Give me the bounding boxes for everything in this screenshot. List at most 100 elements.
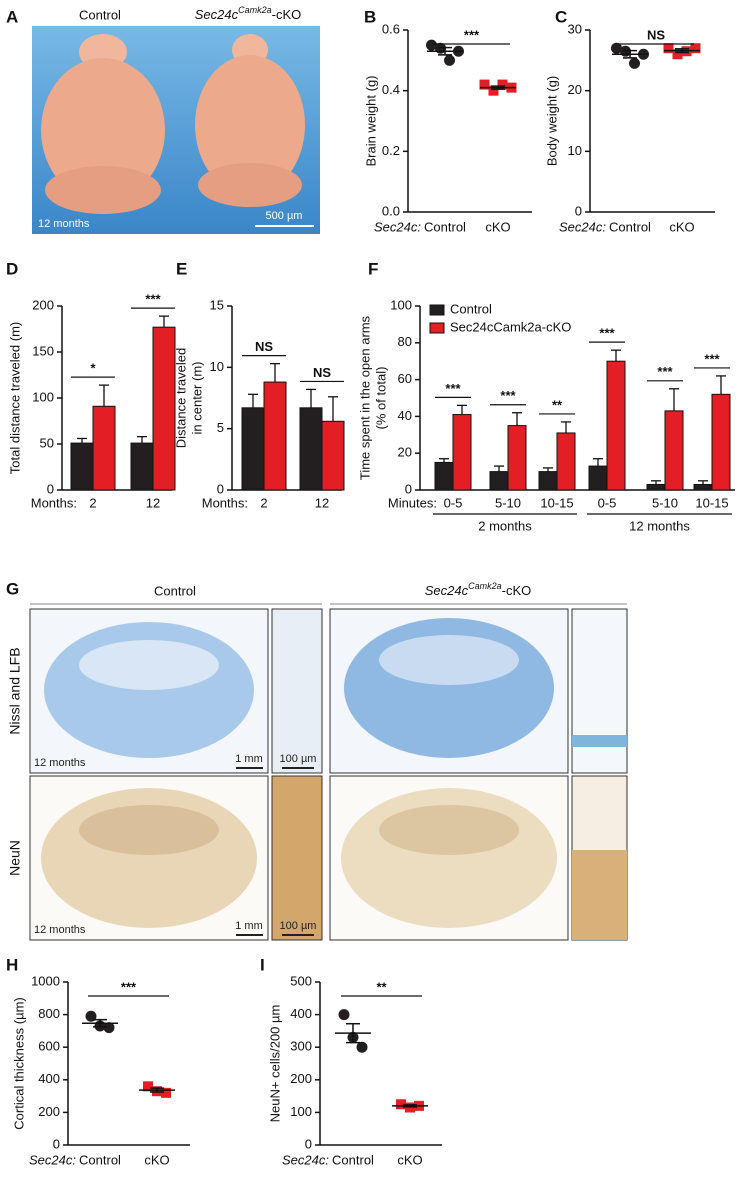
y-tick-label: 800 [38,1006,60,1021]
data-point [611,42,622,54]
x-tick-label: Control [424,219,466,234]
panel-letter: D [6,259,18,278]
x-axis-label: Minutes: [388,495,437,510]
y-tick-label: 20 [398,445,412,460]
y-tick-label: 0.2 [382,143,400,158]
y-tick-label: 80 [398,334,412,349]
y-tick-label: 40 [398,408,412,423]
scale-label: 500 µm [266,210,303,222]
y-axis-label: Distance traveled [173,348,188,448]
legend-swatch [429,322,445,334]
label-part: Sec24c [195,7,239,22]
y-tick-label: 0 [47,481,54,496]
row-label: NeuN [7,840,23,876]
row-label: Nissl and LFB [7,647,23,734]
age-label: 12 months [34,757,86,769]
bar [299,407,323,491]
panel-letter: I [260,955,265,974]
scale-label: 100 µm [280,920,317,932]
column-label: Sec24cCamk2a-cKO [425,581,532,598]
significance-label: *** [145,292,161,307]
group-label: 2 months [478,518,532,533]
x-axis-label: Months: [31,495,77,510]
x-axis-label: Months: [202,495,248,510]
panel-letter: E [176,259,187,278]
bar [321,420,345,491]
y-tick-label: 150 [32,343,54,358]
y-tick-label: 1000 [31,973,60,988]
y-tick-label: 400 [290,1006,312,1021]
x-tick-label: 10-15 [540,495,573,510]
age-label: 12 months [38,218,90,230]
bar [711,393,731,491]
significance-label: *** [445,381,461,396]
brain-illustration [41,34,305,214]
label-superscript: Camk2a [468,581,502,591]
panel-letter: C [555,7,567,26]
x-tick-label: 5-10 [495,495,521,510]
y-tick-label: 200 [290,1071,312,1086]
significance-label: NS [313,365,331,380]
bar [152,326,176,491]
column-label: Control [154,583,196,598]
y-tick-label: 15 [210,297,224,312]
bar [693,483,713,491]
data-point [103,1022,115,1034]
y-tick-label: 0 [405,481,412,496]
significance-label: NS [255,339,273,354]
y-axis-label: NeuN+ cells/200 µm [267,1005,282,1123]
column-label: Sec24cCamk2a-cKO [195,5,302,22]
bar [606,360,626,491]
data-point [396,1099,406,1110]
histology-row-1 [29,608,628,774]
y-axis-label: Total distance traveled (m) [7,322,22,474]
significance-label: *** [464,27,480,42]
bar [434,461,454,491]
bar [130,442,154,491]
significance-label: * [90,361,96,376]
bar [70,442,94,491]
y-tick-label: 5 [217,420,224,435]
data-point [488,85,499,96]
panel-letter: H [6,955,18,974]
data-point [663,43,674,54]
x-tick-label: 0-5 [598,495,617,510]
significance-label: *** [657,364,673,379]
label-part: -cKO [502,583,532,598]
panel-letter: G [6,579,19,598]
y-tick-label: 400 [38,1071,60,1086]
legend-label: Sec24cCamk2a-cKO [450,319,571,334]
x-tick-label: cKO [397,1152,422,1167]
y-tick-label: 100 [290,1104,312,1119]
scale-label: 1 mm [235,753,263,765]
x-tick-label: 12 [315,495,329,510]
bar [538,471,558,491]
y-tick-label: 300 [290,1039,312,1054]
y-tick-label: 0 [217,481,224,496]
y-tick-label: 10 [568,143,582,158]
y-tick-label: 500 [290,973,312,988]
y-axis-label: Cortical thickness (µm) [11,997,26,1129]
y-tick-label: 10 [210,359,224,374]
y-axis-label: Body weight (g) [544,76,559,166]
bar [241,407,265,491]
x-tick-label: cKO [144,1152,169,1167]
significance-label: ** [376,979,387,994]
group-label: 12 months [629,518,690,533]
y-tick-label: 0 [575,203,582,218]
x-tick-label: Control [79,1152,121,1167]
bar [92,405,116,491]
significance-label: *** [500,388,516,403]
significance-label: ** [552,397,563,412]
bar [664,410,684,491]
data-point [690,43,701,54]
y-tick-label: 30 [568,21,582,36]
y-tick-label: 0.4 [382,82,400,97]
y-tick-label: 0 [305,1136,312,1151]
data-point [479,79,490,90]
bar [507,425,527,491]
label-superscript: Camk2a [238,5,272,15]
bar [556,432,576,491]
